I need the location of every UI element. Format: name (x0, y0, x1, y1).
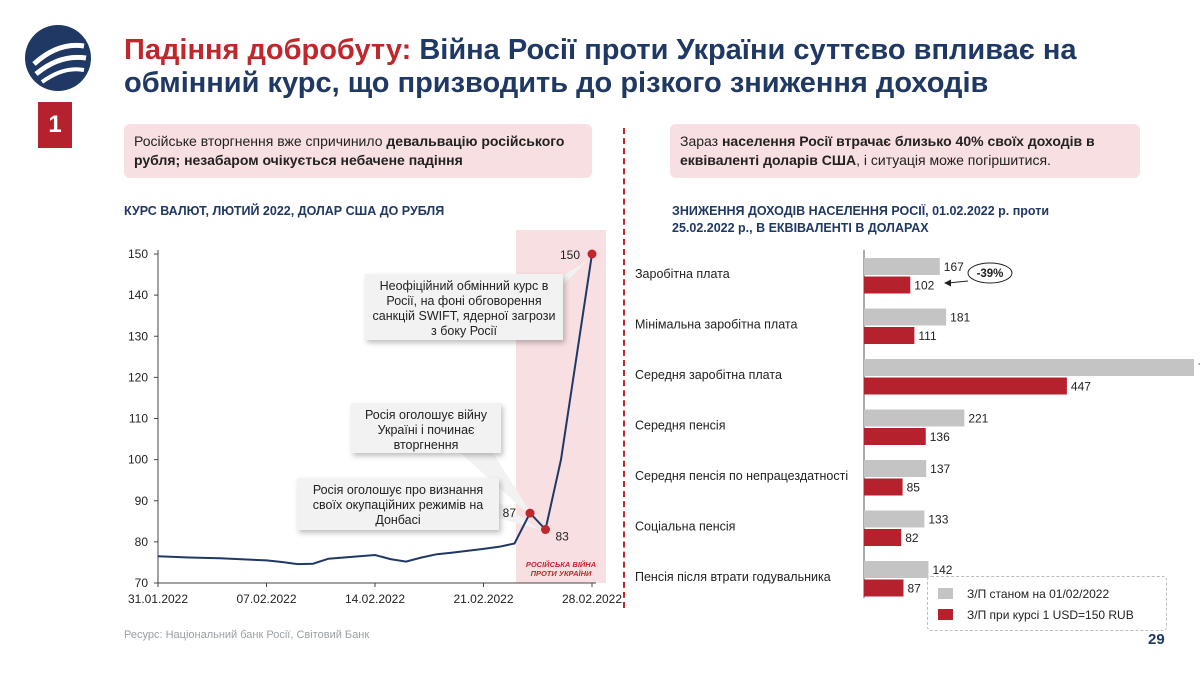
income-bar (864, 359, 1194, 376)
x-tick-label: 14.02.2022 (345, 592, 405, 606)
y-tick-label: 110 (129, 412, 148, 426)
bar-value-label: 167 (944, 260, 964, 274)
point-value-label: 150 (560, 248, 580, 262)
exchange-rate-series-line (157, 253, 593, 566)
income-bar (864, 579, 904, 597)
annotation-unofficial-rate: Неофіційний обмінний курс в Росії, на фо… (365, 274, 563, 340)
bar-category-label: Середня пенсія (635, 419, 725, 433)
bar-value-label: 82 (905, 531, 919, 545)
income-bar (864, 258, 940, 275)
bar-value-label: 136 (930, 430, 950, 444)
income-bar (864, 428, 926, 445)
x-tick-label: 07.02.2022 (236, 592, 296, 606)
org-logo-icon (25, 25, 91, 91)
bar-category-label: Середня заробітна плата (635, 368, 782, 382)
annotation-recognition: Росія оголошує про визнання своїх окупац… (297, 478, 499, 530)
title-rest: Війна Росії проти України суттєво вплива… (124, 34, 1077, 99)
income-bar (864, 308, 947, 326)
bar-category-label: Пенсія після втрати годувальника (635, 570, 831, 584)
war-band-label: ПРОТИ УКРАЇНИ (531, 569, 592, 578)
legend-item-before: З/П станом на 01/02/2022 (938, 583, 1156, 604)
bar-category-label: Мінімальна заробітна плата (635, 318, 797, 332)
bar-chart-title: ЗНИЖЕННЯ ДОХОДІВ НАСЕЛЕННЯ РОСІЇ, 01.02.… (672, 204, 1050, 235)
y-tick-label: 90 (135, 494, 149, 508)
bar-value-label: 447 (1071, 380, 1091, 394)
highlight-point (587, 249, 597, 259)
point-value-label: 83 (556, 530, 570, 544)
income-bar (864, 276, 911, 294)
bar-value-label: 221 (968, 412, 988, 426)
bar-category-label: Заробітна плата (635, 267, 730, 281)
point-value-label: 87 (503, 506, 517, 520)
y-tick-label: 100 (128, 453, 148, 467)
income-bar (864, 529, 902, 546)
pct-change-label: -39% (977, 268, 1004, 280)
line-chart-title: КУРС ВАЛЮТ, ЛЮТИЙ 2022, ДОЛАР США ДО РУБ… (124, 204, 445, 218)
x-tick-label: 28.02.2022 (562, 592, 622, 606)
y-tick-label: 130 (128, 329, 148, 343)
bar-value-label: 137 (930, 462, 950, 476)
income-bar (864, 460, 927, 477)
callout-left-bold: девальвацію російського рубля; незабаром… (134, 133, 565, 168)
bar-value-label: 102 (914, 279, 934, 293)
x-tick-label: 31.01.2022 (128, 592, 188, 606)
y-tick-label: 80 (135, 535, 149, 549)
bar-chart-legend: З/П станом на 01/02/2022 З/П при курсі 1… (927, 576, 1167, 631)
callout-left: Російське вторгнення вже спричинило дева… (124, 124, 592, 178)
y-tick-label: 150 (128, 247, 148, 261)
income-bar (864, 478, 903, 496)
pct-change-ellipse (967, 262, 1013, 284)
callout-right-text1: Зараз (680, 133, 722, 149)
income-bar (864, 510, 925, 528)
bar-value-label: 111 (918, 329, 937, 343)
callout-right-bold: населення Росії втрачає близько 40% свої… (680, 133, 1095, 168)
legend-label-before: З/П станом на 01/02/2022 (967, 586, 1110, 601)
page-title: Падіння добробуту: Війна Росії проти Укр… (124, 34, 1174, 100)
bar-category-label: Соціальна пенсія (635, 520, 735, 534)
income-bar (864, 561, 929, 578)
y-tick-label: 120 (128, 370, 148, 384)
callout-right-text2: , і ситуація може погіршитися. (856, 152, 1051, 168)
bar-value-label: 142 (932, 563, 952, 577)
legend-swatch-after (938, 609, 953, 620)
callout-right: Зараз населення Росії втрачає близько 40… (670, 124, 1140, 178)
income-bar (864, 327, 915, 344)
highlight-point (525, 508, 535, 518)
war-band-label: РОСІЙСЬКА ВІЙНА (526, 560, 596, 569)
income-bar (864, 409, 965, 427)
legend-item-after: З/П при курсі 1 USD=150 RUB (938, 604, 1156, 625)
title-highlight: Падіння добробуту: (124, 34, 412, 66)
legend-label-after: З/П при курсі 1 USD=150 RUB (967, 607, 1134, 622)
highlight-point (541, 525, 550, 535)
y-tick-label: 140 (128, 288, 148, 302)
y-tick-label: 70 (135, 576, 149, 590)
bar-value-label: 85 (907, 481, 921, 495)
legend-swatch-before (938, 588, 953, 599)
section-number-badge: 1 (38, 102, 72, 148)
pct-change-arrow (947, 280, 969, 284)
x-tick-label: 21.02.2022 (453, 592, 513, 606)
section-divider (623, 128, 625, 608)
bar-category-label: Середня пенсія по непрацездатності (635, 469, 848, 483)
bar-value-label: 133 (928, 513, 948, 527)
bar-value-label: 727 (1198, 361, 1200, 375)
page-number: 29 (1148, 631, 1165, 648)
bar-value-label: 87 (907, 582, 921, 596)
pct-change-arrowhead (944, 279, 951, 287)
income-bar (864, 377, 1067, 395)
source-note: Ресурс: Національний банк Росії, Світови… (124, 629, 370, 641)
bar-value-label: 181 (950, 311, 970, 325)
callout-left-text: Російське вторгнення вже спричинило (134, 133, 387, 149)
annotation-war-declared: Росія оголошує війну Україні і починає в… (351, 403, 501, 453)
